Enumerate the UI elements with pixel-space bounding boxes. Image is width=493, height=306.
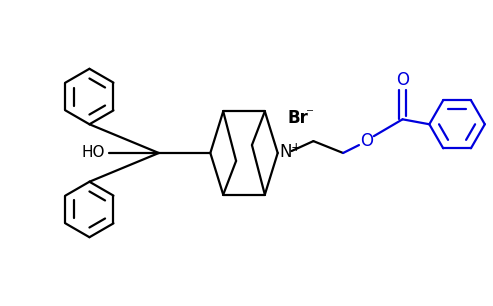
Text: Br: Br — [287, 109, 309, 127]
Text: ⁻: ⁻ — [307, 106, 315, 121]
Text: O: O — [360, 132, 373, 150]
Text: HO: HO — [82, 144, 106, 159]
Text: O: O — [396, 71, 409, 89]
Text: N: N — [280, 143, 292, 161]
Text: +: + — [290, 140, 301, 154]
